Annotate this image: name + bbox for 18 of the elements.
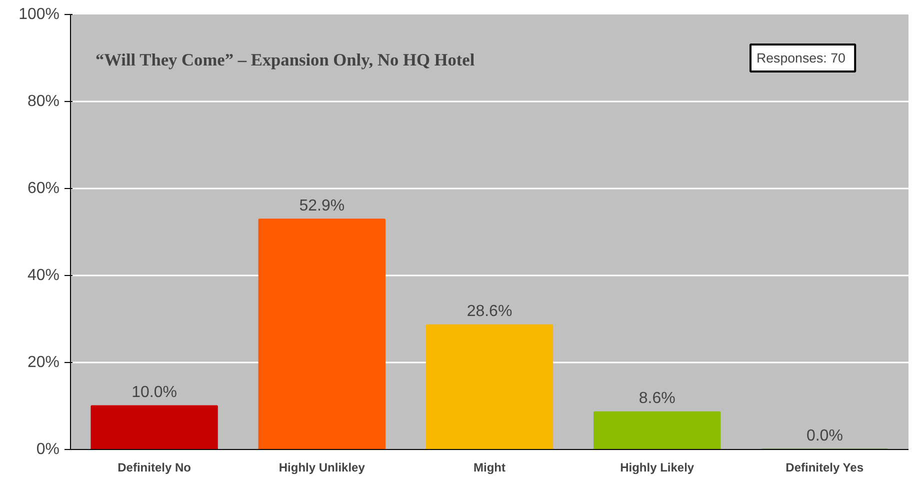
annotation: Responses: 70	[756, 50, 846, 66]
y-tick-label: 80%	[27, 93, 60, 110]
x-tick-label: Highly Likely	[620, 460, 694, 474]
x-tick-label: Definitely No	[118, 460, 191, 474]
y-tick-label: 100%	[18, 6, 60, 23]
data-label: 8.6%	[638, 390, 676, 408]
data-label: 52.9%	[299, 197, 345, 214]
x-tick-label: Definitely Yes	[786, 460, 864, 474]
y-tick-label: 60%	[27, 180, 60, 197]
data-label: 0.0%	[806, 428, 843, 444]
data-label: 10.0%	[132, 384, 177, 401]
y-tick-label: 20%	[27, 354, 60, 371]
y-tick-label: 40%	[27, 267, 60, 284]
y-tick-label: 0%	[36, 441, 60, 458]
text: “Will They Come” – Expansion Only, No HQ Hotel	[96, 50, 475, 70]
data-label: 28.6%	[466, 303, 512, 320]
x-tick-label: Might	[474, 460, 506, 474]
x-tick-label: Highly Unlikley	[278, 460, 366, 474]
